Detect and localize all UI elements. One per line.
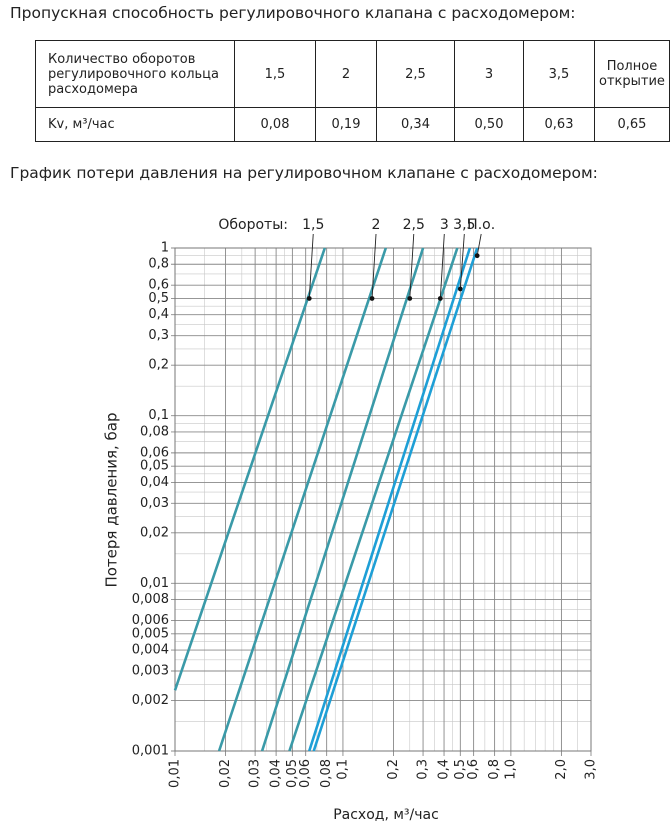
- leader-line: [409, 233, 415, 299]
- plot-frame: [174, 247, 592, 752]
- leader-line: [439, 233, 445, 299]
- y-tick-label: 0,006: [132, 613, 169, 628]
- y-tick-label: 0,04: [140, 475, 169, 490]
- x-tick-label: 0,02: [218, 759, 233, 788]
- series-label: 3: [440, 217, 449, 233]
- y-tick-label: 0,8: [148, 257, 169, 272]
- x-tick-label: 0,03: [248, 759, 263, 788]
- header-row: Количество оборотов регулировочного коль…: [35, 40, 670, 108]
- marker: [457, 286, 463, 292]
- heading: Пропускная способность регулировочного к…: [10, 4, 576, 22]
- data-row: Kv, м³/час 0,08 0,19 0,34 0,50 0,63 0,65: [35, 107, 670, 142]
- x-axis-label: Расход, м³/час: [333, 807, 439, 823]
- chart-heading: График потери давления на регулировочном…: [10, 164, 598, 182]
- y-tick-label: 0,003: [132, 664, 169, 679]
- cell: Полное открытие: [594, 40, 670, 108]
- cell: 0,08: [234, 107, 316, 142]
- x-tick-label: 0,08: [319, 759, 334, 788]
- y-tick-label: 0,002: [132, 693, 169, 708]
- cell: 0,19: [315, 107, 377, 142]
- y-tick-label: 0,004: [132, 643, 169, 658]
- marker: [407, 296, 413, 301]
- y-tick-label: 0,03: [140, 496, 169, 511]
- series-label: 2: [372, 217, 381, 233]
- cell: 3: [454, 40, 524, 108]
- y-tick-label: 0,005: [132, 626, 169, 641]
- series-label: 3,5: [453, 217, 475, 233]
- leader-line: [371, 233, 377, 299]
- x-tick-label: 0,04: [269, 759, 284, 788]
- marker: [306, 296, 312, 301]
- cell: 1,5: [234, 40, 316, 108]
- x-tick-label: 0,06: [298, 759, 313, 788]
- y-tick-label: 0,3: [148, 328, 169, 343]
- series-label: П.о.: [467, 217, 495, 233]
- y-tick-label: 0,001: [132, 744, 169, 759]
- x-tick-label: 0,3: [416, 759, 431, 780]
- leader-line: [476, 233, 482, 256]
- x-tick-label: 0,2: [386, 759, 401, 780]
- marker: [437, 296, 443, 301]
- x-tick-label: 0,5: [453, 759, 468, 780]
- y-tick-label: 0,5: [148, 291, 169, 306]
- cell: 3,5: [523, 40, 595, 108]
- cell: 0,34: [376, 107, 455, 142]
- x-tick-label: 0,6: [466, 759, 481, 780]
- flow-line: [217, 247, 388, 752]
- y-tick-label: 0,06: [140, 445, 169, 460]
- x-tick-label: 1,0: [503, 759, 518, 780]
- cell: 0,63: [523, 107, 595, 142]
- cell: Kv, м³/час: [35, 107, 235, 142]
- marker: [474, 253, 480, 259]
- y-tick-label: 1: [161, 241, 169, 256]
- flow-line: [173, 247, 327, 691]
- flow-line: [308, 247, 472, 752]
- x-tick-label: 0,01: [168, 759, 183, 788]
- y-tick-label: 0,1: [148, 408, 169, 423]
- y-tick-label: 0,08: [140, 424, 169, 439]
- x-tick-label: 0,05: [285, 759, 300, 788]
- flow-line: [312, 247, 479, 752]
- series-label: 2,5: [403, 217, 425, 233]
- y-tick-label: 0,4: [148, 307, 169, 322]
- y-tick-label: 0,05: [140, 459, 169, 474]
- leader-line: [308, 233, 314, 299]
- cell: 0,50: [454, 107, 524, 142]
- x-tick-label: 0,1: [335, 759, 350, 780]
- cell: 2,5: [376, 40, 455, 108]
- y-tick-label: 0,02: [140, 525, 169, 540]
- x-tick-label: 0,8: [487, 759, 502, 780]
- x-tick-label: 0,4: [437, 759, 452, 780]
- marker: [369, 296, 375, 301]
- kv-table: Количество оборотов регулировочного коль…: [35, 40, 670, 142]
- flow-line: [288, 247, 459, 752]
- y-tick-label: 0,2: [148, 358, 169, 373]
- y-tick-label: 0,01: [140, 576, 169, 591]
- y-tick-label: 0,6: [148, 278, 169, 293]
- x-tick-label: 2,0: [554, 759, 569, 780]
- flow-line: [260, 247, 425, 752]
- y-tick-label: 0,008: [132, 592, 169, 607]
- leader-line: [459, 233, 465, 289]
- cell: 0,65: [594, 107, 670, 142]
- cell: Количество оборотов регулировочного коль…: [35, 40, 235, 108]
- legend-title: Обороты:: [218, 217, 288, 233]
- y-axis-label: Потеря давления, бар: [103, 412, 121, 587]
- x-tick-label: 3,0: [584, 759, 599, 780]
- series-label: 1,5: [302, 217, 324, 233]
